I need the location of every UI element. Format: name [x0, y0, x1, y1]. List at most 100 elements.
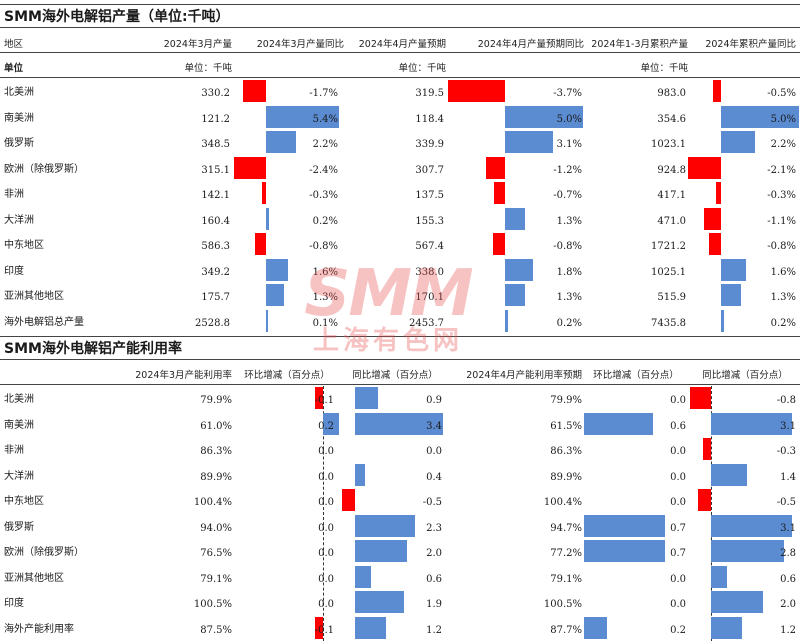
mar-output-value: 175.7 — [201, 292, 230, 303]
mar-yoy-bar — [233, 156, 266, 179]
util-apr-value: 89.9% — [550, 471, 582, 483]
unit-divider — [0, 77, 800, 78]
apr-yoy-bar — [711, 514, 792, 537]
util-yoy-value: 0.4 — [426, 471, 442, 483]
cum-output-value: 417.1 — [657, 190, 686, 201]
zero-axis-line — [711, 386, 712, 641]
apr-forecast-value: 567.4 — [415, 241, 444, 252]
util-mom-value: 0.0 — [318, 522, 334, 534]
apr-yoy-bar — [505, 131, 554, 153]
region-label: 俄罗斯 — [4, 521, 34, 533]
region-label: 亚洲其他地区 — [4, 291, 64, 302]
util-mar-value: 76.5% — [200, 548, 232, 559]
mar-yoy-bar — [266, 105, 339, 128]
yoy-bar — [355, 591, 405, 613]
cum-output-value: 471.0 — [657, 215, 686, 227]
mar-yoy-value: -1.7% — [309, 88, 338, 99]
apr-forecast-value: 155.3 — [415, 215, 444, 227]
unit-value-mar: 单位：千吨 — [184, 63, 232, 74]
region-label: 非洲 — [4, 189, 24, 200]
apr-yoy-bar — [690, 387, 711, 409]
util-apr-yoy-value: 0.6 — [780, 573, 796, 585]
util-mom-value: 0.2 — [318, 420, 334, 432]
region-label: 北美洲 — [4, 394, 34, 405]
apr-mom-bar — [584, 412, 653, 435]
yoy-bar — [355, 387, 379, 409]
header-mar-yoy: 2024年3月产量同比 — [256, 39, 344, 50]
util-apr-yoy-value: 3.1 — [780, 522, 796, 534]
apr-yoy-bar — [494, 182, 505, 204]
mar-yoy-bar — [243, 80, 266, 102]
util-mar-value: 79.1% — [200, 573, 232, 585]
apr-yoy-bar — [698, 489, 711, 511]
util-apr-yoy-value: -0.3 — [776, 446, 796, 457]
util-apr-mom-value: 0.6 — [670, 420, 686, 432]
apr-forecast-value: 170.1 — [415, 292, 444, 303]
util-apr-mom-value: 0.0 — [670, 497, 686, 508]
apr-yoy-bar — [703, 438, 711, 460]
apr-mom-bar — [584, 540, 665, 562]
region-label: 北美洲 — [4, 87, 34, 98]
region-label: 南美洲 — [4, 112, 34, 124]
mar-yoy-bar — [266, 284, 284, 306]
util-mar-value: 79.9% — [200, 395, 232, 406]
apr-yoy-bar — [711, 412, 792, 435]
header-cum-output: 2024年1-3月累积产量 — [591, 39, 688, 50]
cum-output-value: 1025.1 — [651, 266, 686, 278]
header-cum-yoy: 2024年累积产量同比 — [705, 39, 796, 50]
mar-yoy-value: 2.2% — [312, 139, 338, 150]
header-util-yoy: 同比增减（百分点） — [352, 370, 438, 381]
apr-yoy-bar — [711, 616, 743, 639]
util-apr-yoy-value: 1.4 — [780, 471, 796, 483]
util-mar-value: 61.0% — [200, 420, 232, 432]
cum-yoy-value: -0.5% — [767, 88, 796, 99]
util-mar-value: 86.3% — [200, 446, 232, 457]
mar-output-value: 315.1 — [201, 164, 230, 176]
region-label: 欧洲（除俄罗斯） — [4, 547, 84, 558]
apr-yoy-value: 5.0% — [556, 113, 582, 125]
mar-output-value: 142.1 — [201, 190, 230, 201]
util-apr-mom-value: 0.7 — [670, 548, 686, 559]
cum-output-value: 515.9 — [657, 292, 686, 303]
cum-output-value: 924.8 — [657, 164, 686, 176]
util-mar-value: 89.9% — [200, 471, 232, 483]
mom-bar — [315, 387, 323, 409]
util-apr-mom-value: 0.0 — [670, 446, 686, 457]
util-apr-value: 79.9% — [550, 395, 582, 406]
util-mom-value: 0.0 — [318, 599, 334, 610]
apr-yoy-bar — [711, 565, 727, 588]
header-apr-forecast: 2024年4月产量预期 — [358, 39, 446, 50]
header-apr-yoy: 2024年4月产量预期同比 — [477, 39, 584, 50]
util-yoy-value: 0.0 — [426, 446, 442, 457]
cum-yoy-value: 5.0% — [770, 113, 796, 125]
cum-output-value: 1023.1 — [651, 139, 686, 150]
mar-output-value: 348.5 — [201, 139, 230, 150]
util-mom-value: 0.0 — [318, 446, 334, 457]
cum-output-value: 1721.2 — [651, 241, 686, 252]
yoy-bar — [355, 540, 407, 562]
util-mar-value: 100.5% — [193, 599, 232, 610]
apr-forecast-value: 118.4 — [415, 113, 444, 125]
util-mar-value: 94.0% — [200, 522, 232, 534]
util-header-divider — [0, 384, 800, 385]
region-label: 中东地区 — [4, 240, 44, 251]
cum-yoy-value: 0.2% — [770, 317, 796, 329]
util-yoy-value: 1.2 — [426, 624, 442, 636]
region-label: 大洋洲 — [4, 214, 34, 226]
util-apr-yoy-value: 3.1 — [780, 420, 796, 432]
util-apr-mom-value: 0.7 — [670, 522, 686, 534]
cum-yoy-bar — [716, 182, 721, 204]
cum-yoy-bar — [713, 80, 721, 102]
util-apr-value: 77.2% — [550, 548, 582, 559]
util-mom-value: 0.0 — [318, 548, 334, 559]
mar-output-value: 330.2 — [201, 88, 230, 99]
apr-yoy-value: 0.2% — [556, 317, 582, 329]
util-yoy-value: 1.9 — [426, 599, 442, 610]
apr-yoy-value: -0.8% — [553, 241, 582, 252]
apr-yoy-bar — [505, 258, 533, 281]
apr-mom-bar — [584, 514, 665, 537]
apr-yoy-bar — [505, 207, 526, 230]
apr-yoy-bar — [505, 105, 583, 128]
region-label: 海外产能利用率 — [4, 623, 74, 635]
cum-output-value: 983.0 — [657, 88, 686, 99]
